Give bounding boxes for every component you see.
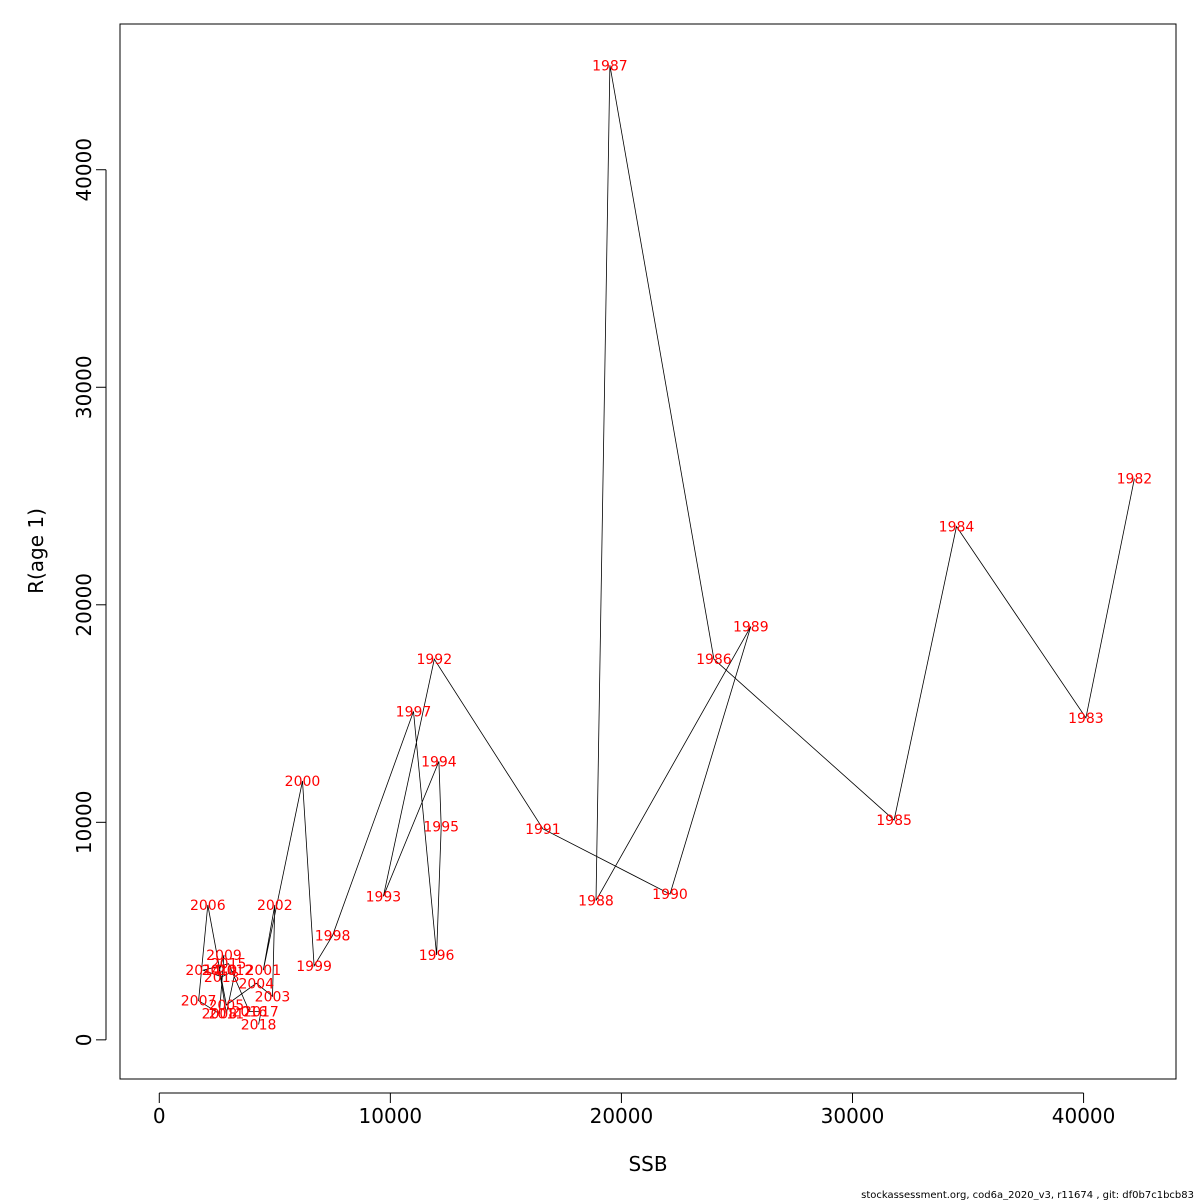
year-label-2002: 2002 bbox=[257, 898, 293, 914]
y-axis-title: R(age 1) bbox=[24, 508, 48, 594]
x-axis: 0 10000 20000 30000 40000 bbox=[153, 1092, 1116, 1128]
year-label-2007: 2007 bbox=[181, 994, 217, 1010]
year-label-1998: 1998 bbox=[315, 928, 351, 944]
year-label-1987: 1987 bbox=[592, 58, 628, 74]
x-tick-label: 10000 bbox=[359, 1104, 423, 1128]
plot-frame bbox=[119, 23, 1177, 1080]
year-label-2003: 2003 bbox=[255, 989, 291, 1005]
year-label-2012: 2012 bbox=[218, 963, 254, 979]
year-label-2004: 2004 bbox=[238, 976, 274, 992]
y-axis: 0 10000 20000 30000 40000 bbox=[72, 138, 107, 1046]
x-tick-label: 0 bbox=[153, 1104, 166, 1128]
year-label-1982: 1982 bbox=[1117, 472, 1153, 488]
year-label-1997: 1997 bbox=[396, 704, 432, 720]
year-label-1991: 1991 bbox=[525, 822, 561, 838]
year-label-2016: 2016 bbox=[232, 1005, 268, 1021]
x-tick-label: 30000 bbox=[821, 1104, 885, 1128]
year-label-2011: 2011 bbox=[208, 1007, 244, 1023]
year-label-1986: 1986 bbox=[696, 652, 732, 668]
year-label-1988: 1988 bbox=[578, 894, 614, 910]
year-label-1992: 1992 bbox=[416, 652, 452, 668]
year-label-1990: 1990 bbox=[652, 887, 688, 903]
year-label-2000: 2000 bbox=[285, 774, 321, 790]
year-label-1995: 1995 bbox=[423, 820, 459, 836]
year-label-2001: 2001 bbox=[245, 963, 281, 979]
year-labels: 1982 1983 1984 1985 1986 1987 1988 1989 1990 1991… bbox=[181, 58, 1152, 1033]
year-label-2009: 2009 bbox=[206, 948, 242, 964]
year-label-1994: 1994 bbox=[421, 754, 457, 770]
year-label-2018: 2018 bbox=[241, 1018, 277, 1034]
footer-note: stockassessment.org, cod6a_2020_v3, r116… bbox=[861, 1190, 1194, 1200]
x-tick-label: 40000 bbox=[1052, 1104, 1116, 1128]
y-tick-label: 40000 bbox=[72, 138, 96, 202]
year-label-1993: 1993 bbox=[366, 889, 402, 905]
y-tick-label: 20000 bbox=[72, 573, 96, 637]
year-label-1989: 1989 bbox=[733, 620, 769, 636]
year-label-2008: 2008 bbox=[202, 1007, 238, 1023]
y-tick-label: 0 bbox=[72, 1033, 96, 1046]
year-label-2017: 2017 bbox=[243, 1005, 279, 1021]
year-label-2006: 2006 bbox=[190, 898, 226, 914]
year-label-1985: 1985 bbox=[876, 813, 912, 829]
year-label-2013: 2013 bbox=[204, 970, 240, 986]
x-tick-label: 20000 bbox=[590, 1104, 654, 1128]
y-tick-label: 10000 bbox=[72, 791, 96, 855]
year-label-2015: 2015 bbox=[211, 957, 247, 973]
year-label-2014: 2014 bbox=[185, 963, 221, 979]
year-label-2005: 2005 bbox=[208, 998, 244, 1014]
year-label-2010: 2010 bbox=[202, 963, 238, 979]
x-axis-title: SSB bbox=[628, 1152, 667, 1176]
year-label-1999: 1999 bbox=[296, 959, 332, 975]
year-label-1984: 1984 bbox=[939, 520, 975, 536]
y-tick-label: 30000 bbox=[72, 355, 96, 419]
ssb-recruitment-trajectory-line bbox=[198, 65, 1135, 1025]
year-label-1996: 1996 bbox=[419, 948, 455, 964]
year-label-1983: 1983 bbox=[1068, 711, 1104, 727]
